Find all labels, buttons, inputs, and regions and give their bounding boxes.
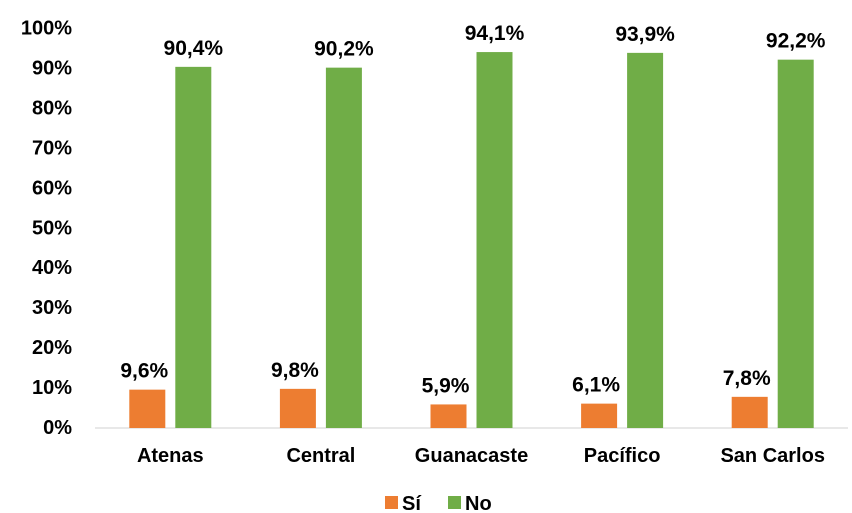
y-tick-label: 50% (32, 217, 72, 239)
bar-no (175, 66, 212, 429)
data-label: 7,8% (723, 367, 771, 390)
bar-si (581, 403, 618, 428)
data-labels: 9,6% 90,4% 9,8% 90,2% 5,9% 94,1% 6,1% 93,9% 7,8%… (120, 22, 825, 397)
data-label: 90,2% (314, 38, 374, 61)
x-tick-label: Central (286, 445, 355, 467)
legend-swatch (385, 496, 398, 509)
data-label: 9,6% (120, 360, 168, 383)
bar-si (129, 389, 166, 428)
data-label: 92,2% (766, 30, 826, 53)
bar-no (627, 52, 664, 428)
bar-no (476, 52, 513, 429)
y-tick-label: 30% (32, 297, 72, 319)
x-tick-label: Atenas (137, 445, 204, 467)
bars (129, 52, 814, 429)
bar-no (777, 59, 814, 428)
y-tick-label: 40% (32, 257, 72, 279)
data-label: 93,9% (615, 23, 675, 46)
y-tick-label: 0% (43, 417, 72, 439)
y-tick-label: 80% (32, 97, 72, 119)
bar-si (279, 388, 316, 428)
data-label: 90,4% (164, 37, 224, 60)
legend: Sí No (385, 493, 492, 513)
data-label: 94,1% (465, 22, 525, 45)
y-axis: 0% 10% 20% 30% 40% 50% 60% 70% 80% 90% 100% (21, 18, 72, 440)
y-tick-label: 60% (32, 177, 72, 199)
legend-label: No (465, 493, 492, 513)
bar-si (430, 404, 467, 428)
bar-si (731, 396, 768, 428)
y-tick-label: 20% (32, 337, 72, 359)
legend-label: Sí (402, 493, 422, 513)
x-tick-label: Guanacaste (415, 445, 528, 467)
x-tick-label: Pacífico (584, 445, 661, 467)
y-tick-label: 100% (21, 18, 72, 40)
x-axis: Atenas Central Guanacaste Pacífico San Carlo… (137, 445, 825, 467)
bar-no (325, 67, 362, 428)
x-tick-label: San Carlos (720, 445, 824, 467)
y-tick-label: 10% (32, 377, 72, 399)
legend-swatch (448, 496, 461, 509)
data-label: 5,9% (422, 374, 470, 397)
y-tick-label: 90% (32, 57, 72, 79)
data-label: 6,1% (572, 374, 620, 397)
y-tick-label: 70% (32, 137, 72, 159)
data-label: 9,8% (271, 359, 319, 382)
